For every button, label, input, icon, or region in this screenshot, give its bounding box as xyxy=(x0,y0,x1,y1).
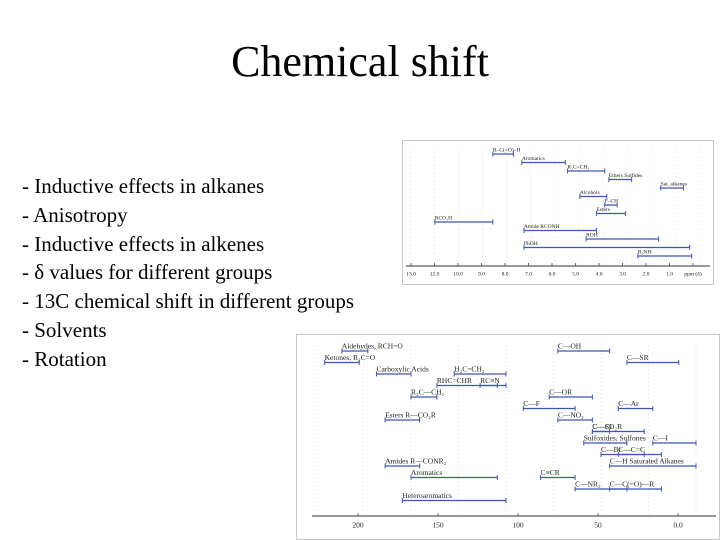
bullet-item: - Inductive effects in alkanes xyxy=(22,174,265,198)
range-label: PhOH xyxy=(524,241,538,247)
range-label: Heteroaromatics xyxy=(402,491,452,500)
range-label: Sat. alkanes xyxy=(661,182,687,188)
bullet-item: - Inductive effects in alkenes xyxy=(22,231,265,256)
x-tick-label: 0.0 xyxy=(673,521,683,530)
range-label: C—NO₂ xyxy=(558,411,584,420)
range-label: RC≡N xyxy=(480,376,500,385)
bullet-item: - Anisotropy xyxy=(22,202,128,227)
range-label: C—Br xyxy=(601,445,622,454)
range-label: H₂C=CH₂ xyxy=(454,365,485,374)
x-tick-label: ppm (δ) xyxy=(684,271,702,278)
range-label: Sulfoxides, Sulfones xyxy=(584,434,646,443)
x-tick-label: 5.0 xyxy=(572,272,579,278)
range-label: C—Cl xyxy=(592,422,612,431)
bullet-list: - Inductive effects in alkanes - Anisotr… xyxy=(22,172,354,374)
range-label: C—C(=O)—R xyxy=(610,480,655,489)
range-label: C—SR xyxy=(627,353,649,362)
x-tick-label: 100 xyxy=(512,521,524,530)
range-label: C—OH xyxy=(558,342,582,351)
range-label: R₂NH xyxy=(638,250,652,256)
x-tick-label: 200 xyxy=(352,521,364,530)
proton-shift-chart-svg: 13.0 12.0 10.0 9.0 8.0 7.0 6.0 5.0 4.0 3.0 2.0 1.0 p… xyxy=(402,140,714,285)
proton-shift-chart: 13.0 12.0 10.0 9.0 8.0 7.0 6.0 5.0 4.0 3.0 2.0 1.0 p… xyxy=(402,140,714,285)
x-tick-label: 7.0 xyxy=(525,272,532,278)
range-label: C—F xyxy=(523,399,540,408)
bullet-item: - 13C chemical shift in different groups xyxy=(22,289,355,314)
range-label: R₃C—CH₂ xyxy=(411,388,445,397)
x-tick-label: 150 xyxy=(432,521,444,530)
range-label: C—Ar xyxy=(618,399,639,408)
bullet-item: - Rotation xyxy=(22,346,107,371)
x-tick-label: 12.0 xyxy=(430,272,440,278)
range-label: Carboxylic Acids xyxy=(376,365,428,374)
bullet-item: - δ values for different groups xyxy=(22,260,273,285)
x-tick-label: 2.0 xyxy=(643,272,650,278)
range-label: Ethers Sulfides xyxy=(609,172,642,179)
range-label: Esters xyxy=(596,207,609,213)
range-label: Aldehydes, RCH=O xyxy=(342,342,403,351)
range-label: Ketones, R₂C=O xyxy=(325,353,376,362)
range-label: RHC=CHR xyxy=(437,376,472,385)
chart-frame xyxy=(402,140,714,285)
x-tick-label: 3.0 xyxy=(619,272,626,278)
x-tick-label: 9.0 xyxy=(478,272,485,278)
range-label: C—H Saturated Alkanes xyxy=(610,457,684,466)
range-label: Alcohols xyxy=(580,190,600,196)
range-label: R–C(=O)–H xyxy=(493,147,521,154)
range-label: Amides R—CONR₂ xyxy=(385,457,447,466)
range-label: ROH xyxy=(586,233,598,239)
range-label: R₂C=CH₂ xyxy=(567,165,589,171)
range-label: C≡CR xyxy=(541,468,560,477)
carbon13-shift-chart: 200 150 100 50 0.0 Aldehydes, RCH=O Ketones, R… xyxy=(296,334,720,540)
range-label: Esters R—CO₂R xyxy=(385,411,436,420)
bullet-item: - Solvents xyxy=(22,317,107,342)
x-tick-label: 13.0 xyxy=(406,272,416,278)
range-label: C—C=C xyxy=(618,445,645,454)
range-label: F–CH xyxy=(605,199,618,205)
range-label: C—NR₂ xyxy=(575,480,601,489)
x-tick-label: 8.0 xyxy=(502,272,509,278)
range-label: Aromatics xyxy=(411,468,442,477)
x-tick-label: 10.0 xyxy=(453,272,463,278)
x-tick-label: 50 xyxy=(594,521,602,530)
slide-title: Chemical shift xyxy=(231,37,489,86)
range-label: C—SO₂R xyxy=(592,422,622,431)
range-label: RCO₂H xyxy=(435,216,452,222)
range-label: C—I xyxy=(653,434,669,443)
range-label: C—OR xyxy=(549,388,572,397)
x-tick-label: 6.0 xyxy=(549,272,556,278)
x-tick-label: 1.0 xyxy=(666,272,673,278)
range-label: Amide RCONH xyxy=(524,224,560,230)
carbon13-shift-chart-svg: 200 150 100 50 0.0 Aldehydes, RCH=O Ketones, R… xyxy=(296,334,720,540)
x-tick-label: 4.0 xyxy=(596,272,603,278)
range-label: Aromatics xyxy=(522,156,545,162)
